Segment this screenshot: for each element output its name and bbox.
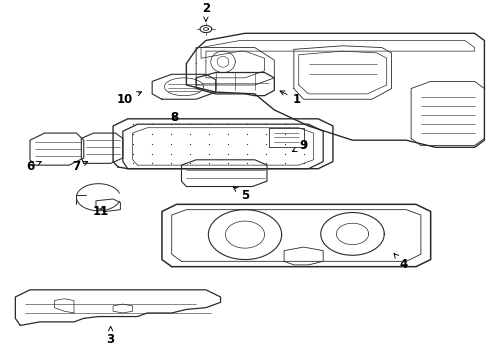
Text: 7: 7: [73, 161, 88, 174]
Text: 10: 10: [117, 92, 142, 106]
Text: 11: 11: [93, 205, 109, 218]
Text: 6: 6: [26, 161, 41, 174]
Text: 1: 1: [280, 91, 300, 106]
Text: 4: 4: [394, 253, 408, 271]
Text: 8: 8: [170, 111, 178, 123]
Text: 9: 9: [293, 139, 308, 152]
Text: 3: 3: [106, 327, 115, 346]
Text: 5: 5: [233, 187, 249, 202]
Text: 2: 2: [202, 2, 210, 21]
